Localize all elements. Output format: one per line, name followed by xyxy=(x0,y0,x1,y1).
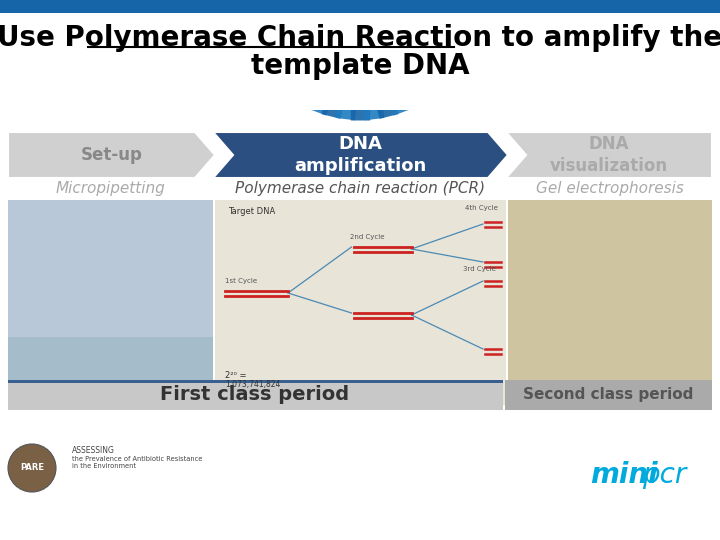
Text: 1st Cycle: 1st Cycle xyxy=(225,278,257,284)
Text: ASSESSING: ASSESSING xyxy=(72,446,115,455)
FancyBboxPatch shape xyxy=(8,200,213,405)
Text: pcr: pcr xyxy=(642,461,686,489)
FancyBboxPatch shape xyxy=(8,380,503,410)
Polygon shape xyxy=(506,132,712,178)
Text: 2nd Cycle: 2nd Cycle xyxy=(349,234,384,240)
FancyBboxPatch shape xyxy=(508,200,712,405)
Text: PARE: PARE xyxy=(20,462,44,471)
Text: mini: mini xyxy=(590,461,657,489)
Polygon shape xyxy=(213,132,508,178)
Text: Second class period: Second class period xyxy=(523,388,693,402)
Circle shape xyxy=(8,444,56,492)
FancyBboxPatch shape xyxy=(0,13,720,110)
Text: DNA
visualization: DNA visualization xyxy=(550,135,668,175)
Text: First class period: First class period xyxy=(161,386,350,404)
Text: Set-up: Set-up xyxy=(81,146,143,164)
FancyBboxPatch shape xyxy=(8,337,213,405)
Text: 3rd Cycle: 3rd Cycle xyxy=(463,266,496,272)
FancyBboxPatch shape xyxy=(8,380,503,383)
Text: in the Environment: in the Environment xyxy=(72,463,136,469)
FancyBboxPatch shape xyxy=(215,200,506,405)
Text: 2²⁰ =: 2²⁰ = xyxy=(225,371,246,380)
Text: template DNA: template DNA xyxy=(251,52,469,80)
Text: Polymerase chain reaction (PCR): Polymerase chain reaction (PCR) xyxy=(235,180,485,195)
FancyBboxPatch shape xyxy=(505,380,712,410)
Text: DNA
amplification: DNA amplification xyxy=(294,135,427,175)
Text: Micropipetting: Micropipetting xyxy=(55,180,165,195)
Text: the Prevalence of Antibiotic Resistance: the Prevalence of Antibiotic Resistance xyxy=(72,456,202,462)
Text: 4th Cycle: 4th Cycle xyxy=(465,205,498,211)
FancyBboxPatch shape xyxy=(0,0,720,13)
Text: Gel electrophoresis: Gel electrophoresis xyxy=(536,180,684,195)
Text: Use Polymerase Chain Reaction to amplify the: Use Polymerase Chain Reaction to amplify… xyxy=(0,24,720,52)
Text: 1,073,741,824: 1,073,741,824 xyxy=(225,380,280,389)
Polygon shape xyxy=(8,132,215,178)
Text: Target DNA: Target DNA xyxy=(228,207,275,216)
